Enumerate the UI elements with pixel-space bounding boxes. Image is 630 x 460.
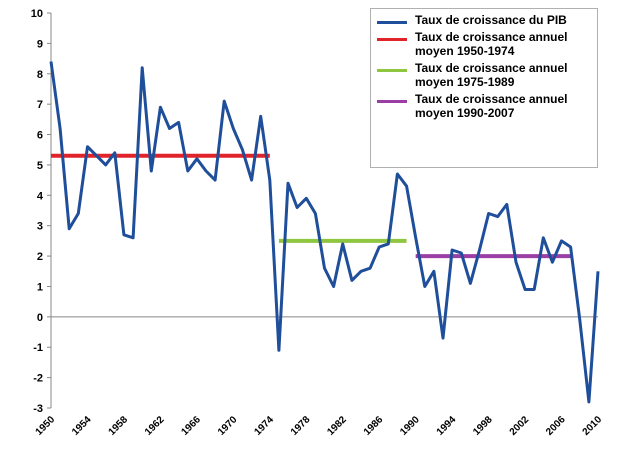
y-tick-label: 3 [37,221,43,233]
x-tick-label: 1994 [435,414,459,438]
x-tick-label: 2006 [544,414,568,438]
x-tick-label: 1978 [289,414,313,438]
legend-swatch-pib [377,21,407,24]
x-tick-label: 1974 [252,414,276,438]
x-tick-label: 1958 [107,414,131,438]
legend-swatch-avg-1975-1989 [377,69,407,72]
legend-item-avg-1990-2007: Taux de croissance annuel moyen 1990-200… [377,92,591,120]
y-tick-label: 7 [37,99,43,111]
y-tick-label: 2 [37,251,43,263]
y-tick-label: 0 [37,312,43,324]
legend: Taux de croissance du PIB Taux de croiss… [370,8,598,168]
y-tick-label: 8 [37,69,43,81]
legend-swatch-avg-1950-1974 [377,38,407,41]
x-tick-label: 1966 [179,414,203,438]
legend-label-avg-1975-1989: Taux de croissance annuel moyen 1975-198… [415,61,568,89]
legend-swatch-avg-1990-2007 [377,100,407,103]
legend-label-avg-1990-2007: Taux de croissance annuel moyen 1990-200… [415,92,568,120]
legend-item-avg-1950-1974: Taux de croissance annuel moyen 1950-197… [377,30,591,58]
y-tick-label: 6 [37,130,43,142]
y-tick-label: 4 [37,190,44,202]
x-tick-label: 1990 [398,414,422,438]
x-tick-label: 1982 [325,414,349,438]
legend-label-pib: Taux de croissance du PIB [415,13,567,27]
y-tick-label: 1 [37,281,43,293]
y-tick-label: 10 [31,8,43,20]
x-tick-label: 1962 [143,414,167,438]
y-tick-label: 5 [37,160,43,172]
y-tick-label: -3 [33,403,43,415]
legend-label-avg-1950-1974: Taux de croissance annuel moyen 1950-197… [415,30,568,58]
x-tick-label: 1998 [471,414,495,438]
y-tick-label: 9 [37,38,43,50]
x-tick-label: 2010 [581,414,605,438]
y-tick-label: -1 [33,342,43,354]
y-tick-label: -2 [33,373,43,385]
legend-item-pib: Taux de croissance du PIB [377,13,591,27]
legend-item-avg-1975-1989: Taux de croissance annuel moyen 1975-198… [377,61,591,89]
x-tick-label: 1950 [34,414,58,438]
x-tick-label: 1986 [362,414,386,438]
x-tick-label: 1954 [70,414,94,438]
x-tick-label: 1970 [216,414,240,438]
x-tick-label: 2002 [508,414,532,438]
